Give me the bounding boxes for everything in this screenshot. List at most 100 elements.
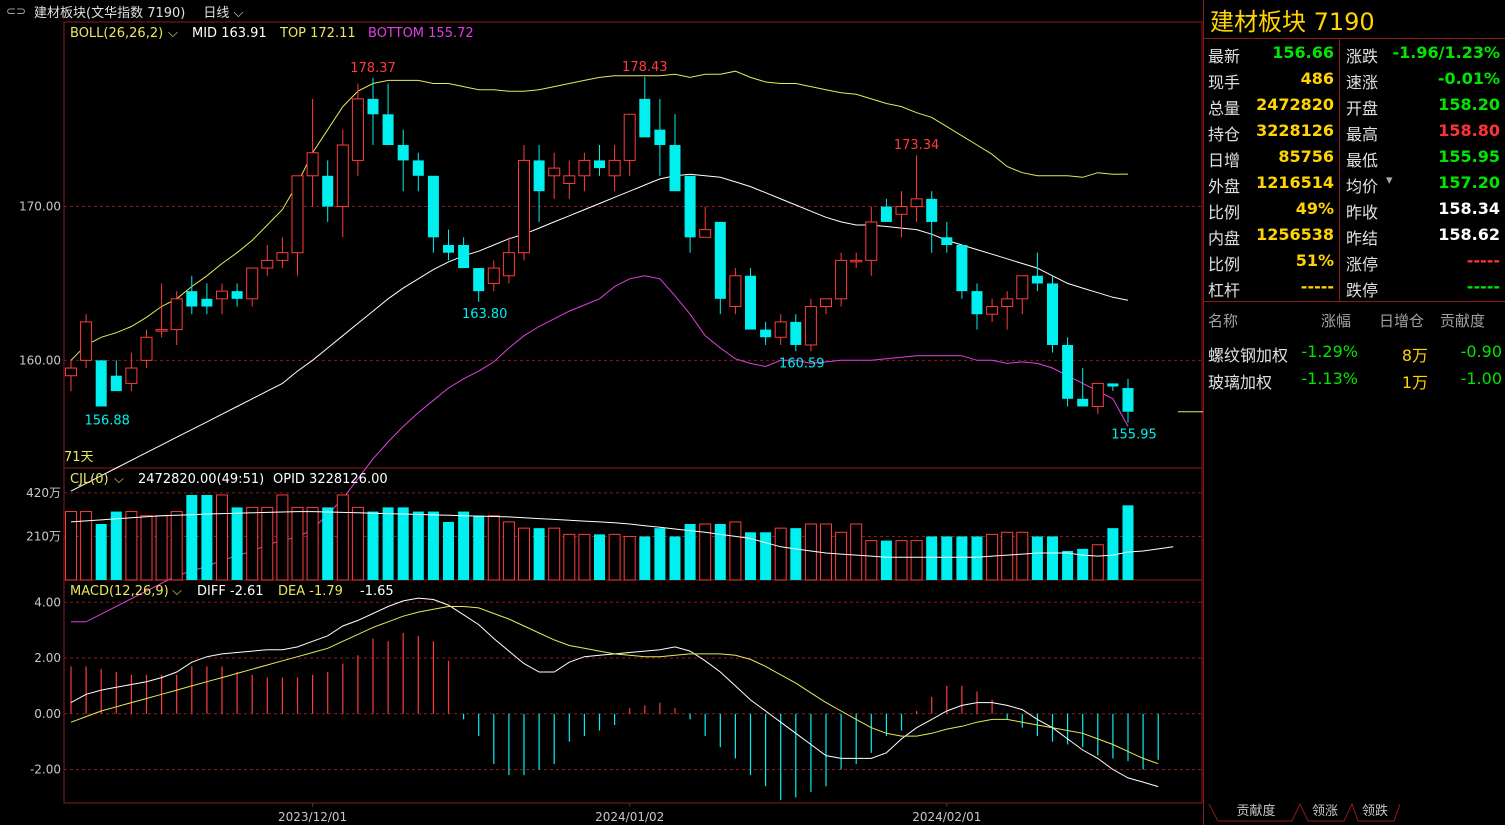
volume-bar bbox=[699, 523, 712, 581]
contrib-list: 螺纹钢加权 -1.29% 8万 -0.90 玻璃加权 -1.13% 1万 -1.00 bbox=[1204, 342, 1505, 396]
boll-bottom-value: BOTTOM 155.72 bbox=[368, 26, 474, 41]
candle bbox=[367, 77, 379, 146]
volume-bar bbox=[729, 521, 742, 581]
volume-bar bbox=[1091, 544, 1104, 581]
contrib-change: -1.13% bbox=[1301, 369, 1358, 388]
volume-bar bbox=[835, 531, 848, 581]
candle bbox=[336, 129, 349, 238]
candle-body bbox=[125, 367, 138, 384]
contrib-header-name[interactable]: 名称 bbox=[1208, 312, 1239, 330]
contrib-row[interactable]: 玻璃加权 -1.13% 1万 -1.00 bbox=[1204, 369, 1505, 396]
contrib-name: 螺纹钢加权 bbox=[1208, 346, 1289, 365]
volume-bar bbox=[186, 494, 198, 580]
candle-body bbox=[473, 268, 485, 292]
candle-body bbox=[1016, 275, 1029, 300]
chevron-down-icon: ⌵ bbox=[114, 472, 124, 487]
candle-body bbox=[427, 175, 439, 238]
volume-bar bbox=[382, 507, 394, 580]
macd-diff-line bbox=[70, 597, 1159, 788]
candle-body bbox=[322, 175, 334, 207]
quote-row: 现手 486 速涨 -0.01% bbox=[1204, 69, 1504, 95]
x-tick-label: 2024/02/01 bbox=[912, 810, 981, 824]
quote-label: 杠杆 bbox=[1208, 281, 1241, 300]
candle-body bbox=[608, 159, 621, 177]
macd-legend-name[interactable]: MACD(12,26,9) bbox=[70, 584, 169, 599]
contrib-header-oi[interactable]: 日增仓 bbox=[1379, 312, 1425, 330]
candle bbox=[246, 267, 259, 307]
candle bbox=[820, 298, 832, 315]
volume-bar bbox=[502, 521, 515, 581]
candle-body bbox=[986, 306, 999, 315]
candle-body bbox=[412, 160, 424, 176]
candle-body bbox=[895, 206, 908, 215]
boll-legend-name[interactable]: BOLL(26,26,2) bbox=[70, 26, 163, 41]
candle bbox=[412, 152, 424, 192]
candle bbox=[865, 206, 878, 276]
candle-body bbox=[804, 306, 817, 346]
volume-bar bbox=[1001, 531, 1014, 581]
volume-bar bbox=[1062, 550, 1074, 580]
volume-bar bbox=[533, 528, 545, 580]
candle bbox=[306, 98, 319, 207]
quote-label: 昨收 bbox=[1346, 203, 1379, 222]
link-icon[interactable]: ⊂⊃ bbox=[6, 4, 27, 18]
candle-body bbox=[926, 198, 938, 222]
chart-title: 建材板块(文华指数 7190) bbox=[34, 5, 186, 21]
quote-label: 涨跌 bbox=[1346, 47, 1379, 66]
y-tick-label: 420万 bbox=[26, 486, 61, 500]
candle bbox=[80, 314, 93, 369]
macd-dea-line bbox=[70, 606, 1159, 765]
y-tick-label: 170.00 bbox=[19, 200, 61, 214]
candle bbox=[594, 145, 605, 176]
candle-body bbox=[956, 245, 968, 292]
candle-body bbox=[820, 298, 832, 308]
candle-body bbox=[65, 367, 77, 377]
quote-value: 85756 bbox=[1278, 147, 1334, 166]
quote-row: 外盘 1216514 均价 ▾ 157.20 bbox=[1204, 173, 1504, 199]
quote-value: 1216514 bbox=[1256, 173, 1334, 192]
candle-body bbox=[880, 206, 892, 222]
contrib-header-chg[interactable]: 涨幅 bbox=[1321, 312, 1352, 330]
candle bbox=[745, 268, 756, 330]
candle bbox=[880, 198, 892, 222]
y-tick-label: 0.00 bbox=[34, 707, 61, 721]
low-label: 155.95 bbox=[1111, 428, 1157, 443]
candle-body bbox=[699, 229, 712, 238]
quote-label: 总量 bbox=[1208, 99, 1241, 118]
tab-outline bbox=[1208, 802, 1401, 822]
candle bbox=[850, 252, 863, 269]
tab-leading-losers[interactable]: 领跌 bbox=[1361, 804, 1388, 819]
quote-label: 速涨 bbox=[1346, 73, 1379, 92]
cjl-legend-name[interactable]: CJL(0) bbox=[70, 472, 109, 487]
contrib-header-contrib[interactable]: 贡献度 bbox=[1440, 312, 1486, 330]
divider bbox=[1339, 39, 1340, 301]
volume-bar bbox=[125, 511, 138, 581]
kline-chart[interactable]: 156.88 178.37 163.80 178.43 160.59 173.34 155.… bbox=[0, 0, 1203, 825]
quote-row: 总量 2472820 开盘 158.20 bbox=[1204, 95, 1504, 121]
quote-value: ----- bbox=[1300, 277, 1334, 296]
candle-body bbox=[201, 298, 213, 307]
tab-leading-gainers[interactable]: 领涨 bbox=[1311, 804, 1338, 819]
quote-label: 内盘 bbox=[1208, 229, 1241, 248]
candle bbox=[986, 298, 999, 322]
tab-contrib[interactable]: 贡献度 bbox=[1236, 804, 1276, 819]
quote-value: -0.01% bbox=[1437, 69, 1500, 88]
quote-value: 158.62 bbox=[1438, 225, 1500, 244]
quote-value: 157.20 bbox=[1438, 173, 1500, 192]
candle bbox=[654, 98, 666, 176]
chevron-down-icon[interactable]: ▾ bbox=[1386, 173, 1393, 188]
low-label: 156.88 bbox=[84, 413, 130, 428]
candle bbox=[563, 160, 576, 199]
contrib-row[interactable]: 螺纹钢加权 -1.29% 8万 -0.90 bbox=[1204, 342, 1505, 369]
contrib-change: -1.29% bbox=[1301, 342, 1358, 361]
candle bbox=[895, 191, 908, 238]
contrib-oi: 8万 bbox=[1401, 346, 1428, 365]
quote-label: 最低 bbox=[1346, 151, 1379, 170]
volume-bar bbox=[201, 494, 213, 580]
candle bbox=[910, 155, 923, 222]
period-selector[interactable]: 日线 ⌵ bbox=[203, 2, 243, 21]
candle bbox=[956, 245, 968, 299]
candle-body bbox=[397, 145, 409, 161]
contrib-oi: 1万 bbox=[1401, 373, 1428, 392]
candle-body bbox=[850, 259, 863, 263]
